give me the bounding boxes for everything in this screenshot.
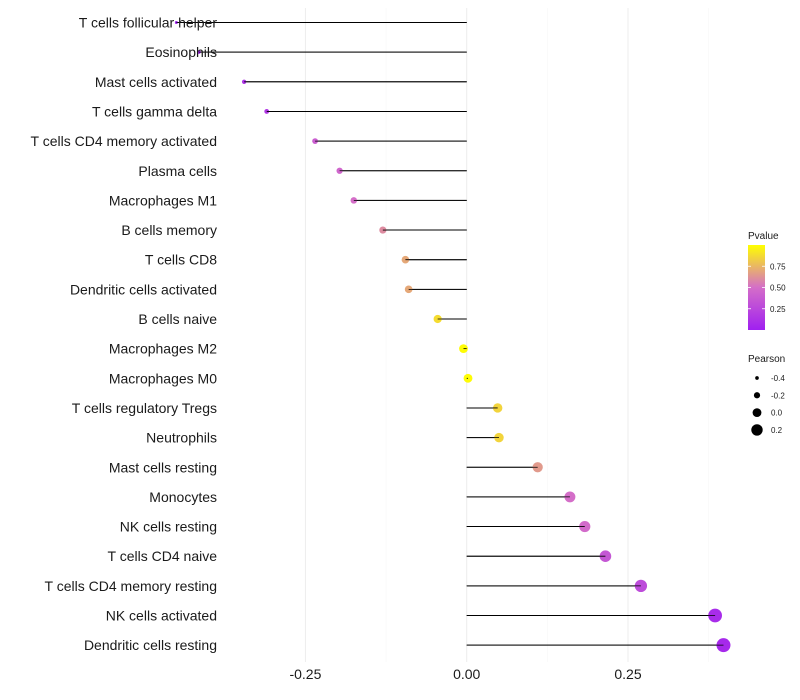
category-label: T cells CD4 memory activated	[31, 133, 217, 149]
grid-layer	[304, 8, 709, 662]
pearson-legend-dot	[753, 392, 761, 399]
pearson-legend-dot	[751, 424, 763, 436]
category-label: Macrophages M2	[109, 341, 217, 357]
pvalue-tick-label: 0.25	[770, 305, 786, 314]
pearson-legend-label: 0.2	[771, 426, 783, 435]
category-label: T cells follicular helper	[79, 15, 218, 31]
category-label: T cells gamma delta	[92, 103, 217, 119]
category-label: Dendritic cells resting	[84, 637, 217, 653]
category-label: T cells CD4 memory resting	[45, 578, 217, 594]
x-tick-label: 0.00	[453, 666, 480, 682]
category-label: Mast cells resting	[109, 459, 217, 475]
pearson-legend-label: 0.0	[771, 409, 783, 418]
category-label: Plasma cells	[138, 163, 217, 179]
category-label: T cells regulatory Tregs	[72, 400, 217, 416]
category-label: B cells memory	[121, 222, 217, 238]
category-label: Mast cells activated	[95, 74, 217, 90]
pearson-legend-dot	[755, 376, 759, 380]
category-label: Macrophages M1	[109, 192, 217, 208]
pvalue-colorbar	[748, 245, 765, 330]
lollipop-point	[312, 138, 318, 144]
x-tick-label: 0.25	[614, 666, 641, 682]
category-label: NK cells activated	[106, 608, 217, 624]
pvalue-legend-title: Pvalue	[748, 231, 779, 242]
labels-layer: T cells follicular helper Eosinophils Mast…	[31, 15, 642, 683]
category-label: Eosinophils	[145, 44, 217, 60]
x-tick-label: -0.25	[289, 666, 321, 682]
category-label: Macrophages M0	[109, 370, 217, 386]
category-label: Dendritic cells activated	[70, 281, 217, 297]
pearson-legend-dot	[752, 408, 762, 418]
legend-layer: Pvalue 0.25 0.50 0.75 Pearson -0.4 -0.2 0.0 0…	[748, 231, 786, 436]
pearson-legend-label: -0.2	[771, 391, 785, 400]
category-label: Neutrophils	[146, 430, 217, 446]
category-label: Monocytes	[149, 489, 217, 505]
category-label: T cells CD4 naive	[108, 548, 218, 564]
pvalue-tick-label: 0.75	[770, 262, 786, 271]
category-label: B cells naive	[138, 311, 217, 327]
pearson-legend-label: -0.4	[771, 374, 785, 383]
category-label: T cells CD8	[145, 252, 217, 268]
marks-layer	[174, 21, 731, 653]
category-label: NK cells resting	[120, 519, 217, 535]
pvalue-tick-label: 0.50	[770, 284, 786, 293]
pearson-legend-title: Pearson	[748, 354, 785, 365]
lollipop-point	[494, 432, 504, 443]
